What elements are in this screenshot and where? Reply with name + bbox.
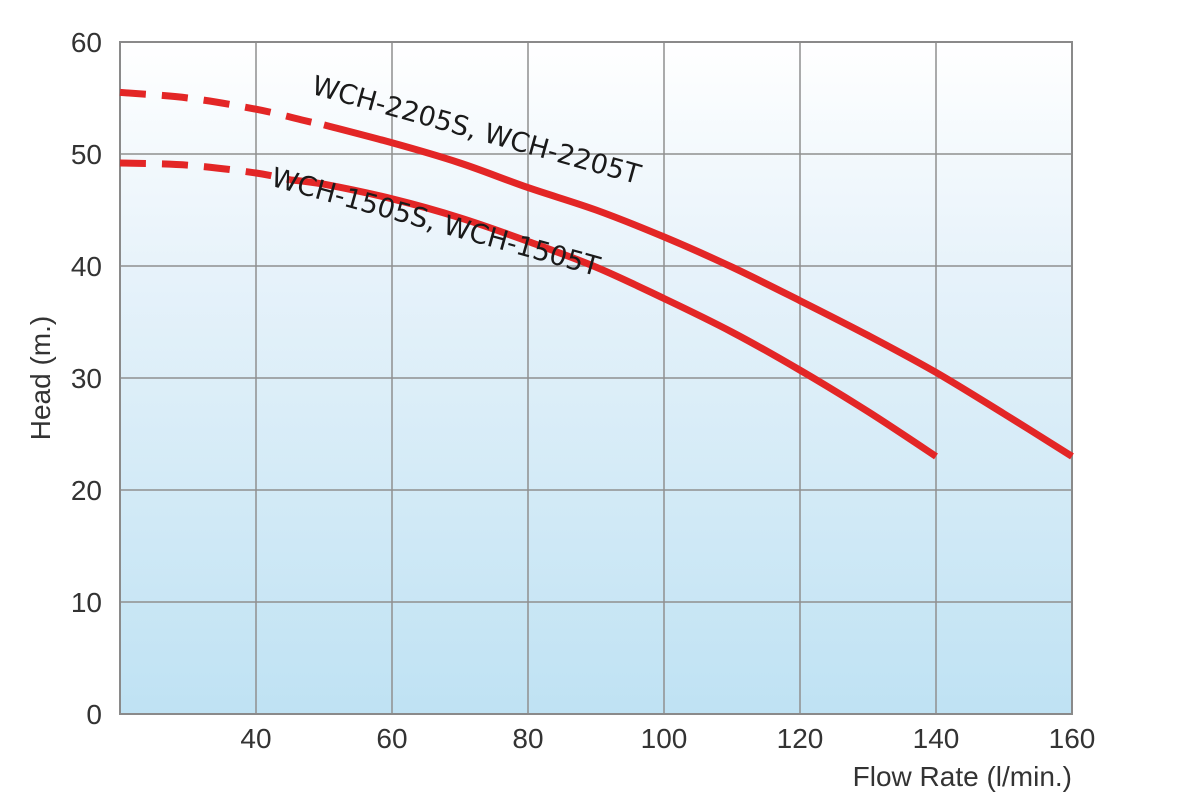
series-1-line (323, 121, 1074, 460)
grid-lines (119, 41, 1073, 715)
series-2-line (289, 176, 938, 460)
series-2-dashed-line (119, 159, 291, 184)
y-tick-labels: 0 10 20 30 40 50 60 (71, 27, 102, 730)
y-axis-label: Head (m.) (25, 316, 56, 440)
y-tick-label: 40 (71, 251, 102, 282)
x-tick-label: 40 (240, 723, 271, 754)
plot-border (119, 41, 1073, 715)
series-curves (119, 88, 1074, 460)
y-tick-label: 30 (71, 363, 102, 394)
x-tick-label: 80 (512, 723, 543, 754)
x-tick-label: 160 (1049, 723, 1096, 754)
x-tick-label: 60 (376, 723, 407, 754)
y-tick-label: 60 (71, 27, 102, 58)
y-tick-label: 50 (71, 139, 102, 170)
x-tick-label: 100 (641, 723, 688, 754)
x-tick-label: 140 (913, 723, 960, 754)
series-1-dashed-line (119, 88, 325, 129)
x-axis-label: Flow Rate (l/min.) (853, 761, 1072, 792)
y-tick-label: 0 (86, 699, 102, 730)
x-tick-label: 120 (777, 723, 824, 754)
x-tick-labels: 40 60 80 100 120 140 160 (240, 723, 1095, 754)
y-tick-label: 10 (71, 587, 102, 618)
y-tick-label: 20 (71, 475, 102, 506)
